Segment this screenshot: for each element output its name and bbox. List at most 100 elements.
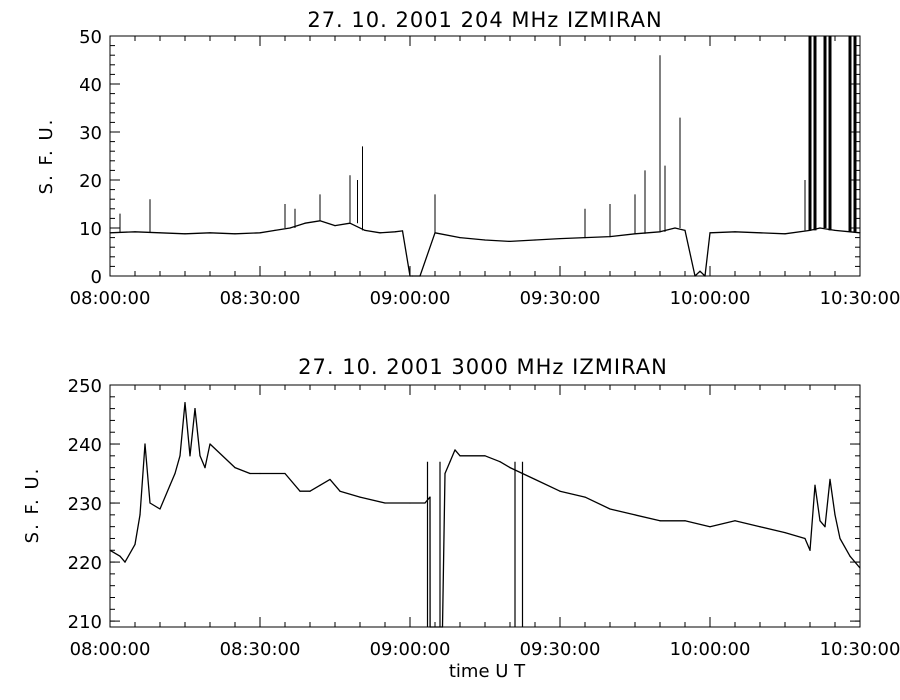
bottom-data-point bbox=[359, 496, 361, 498]
bottom-data-point bbox=[134, 543, 136, 545]
bottom-data-point bbox=[814, 484, 816, 486]
top-data-point bbox=[209, 232, 211, 234]
bottom-data-point bbox=[119, 555, 121, 557]
top-y-axis-label: S. F. U. bbox=[36, 118, 57, 195]
bottom-data-point bbox=[459, 455, 461, 457]
bottom-data-point bbox=[199, 455, 201, 457]
bottom-x-tick-label: 10:30:00 bbox=[820, 639, 900, 660]
bottom-data-point bbox=[824, 526, 826, 528]
bottom-y-tick-label: 220 bbox=[68, 553, 102, 574]
top-data-point bbox=[234, 233, 236, 235]
top-data-point bbox=[534, 239, 536, 241]
top-x-tick-label: 09:00:00 bbox=[370, 288, 451, 309]
bottom-chart-title: 27. 10. 2001 3000 MHz IZMIRAN bbox=[298, 355, 668, 379]
bottom-data-point bbox=[849, 555, 851, 557]
bottom-data-point bbox=[144, 443, 146, 445]
top-data-point bbox=[184, 233, 186, 235]
top-data-point bbox=[709, 232, 711, 234]
bottom-x-tick-label: 10:00:00 bbox=[670, 639, 751, 660]
bottom-axis-ticks: 08:00:00 08:30:00 09:00:00 09:30:00 10:00:00… bbox=[68, 376, 900, 660]
top-y-tick-label: 0 bbox=[91, 267, 102, 288]
top-data-point bbox=[401, 230, 404, 232]
bottom-series bbox=[109, 402, 861, 628]
bottom-data-point bbox=[734, 520, 736, 522]
top-y-tick-label: 30 bbox=[79, 123, 102, 144]
top-x-tick-label: 09:30:00 bbox=[520, 288, 601, 309]
bottom-data-point bbox=[139, 514, 141, 516]
bottom-data-point bbox=[449, 461, 451, 463]
top-data-point bbox=[289, 227, 291, 229]
top-series-line bbox=[109, 220, 861, 277]
bottom-x-tick-label: 08:00:00 bbox=[70, 639, 151, 660]
top-data-point bbox=[784, 233, 786, 235]
top-plot-frame bbox=[109, 35, 861, 277]
bottom-data-point bbox=[559, 490, 561, 492]
top-data-point bbox=[819, 227, 821, 229]
bottom-data-point bbox=[384, 502, 386, 504]
bottom-data-point bbox=[804, 537, 806, 540]
bottom-y-tick-label: 240 bbox=[68, 435, 102, 456]
bottom-data-point bbox=[839, 537, 841, 540]
bottom-data-point bbox=[684, 520, 686, 522]
bottom-data-point bbox=[194, 408, 196, 410]
bottom-data-point bbox=[319, 484, 321, 486]
bottom-data-point bbox=[169, 484, 171, 486]
top-data-point bbox=[674, 227, 676, 229]
top-data-point bbox=[274, 229, 276, 231]
top-data-point bbox=[334, 225, 336, 227]
bottom-data-point bbox=[634, 514, 636, 516]
bottom-data-point bbox=[509, 467, 511, 469]
bottom-data-point bbox=[184, 402, 186, 404]
bottom-y-axis-label: S. F. U. bbox=[22, 467, 43, 544]
bottom-data-point bbox=[284, 472, 286, 475]
bottom-y-tick-label: 210 bbox=[68, 612, 102, 633]
top-data-point bbox=[459, 237, 461, 239]
top-data-point bbox=[364, 229, 366, 231]
top-data-point bbox=[134, 231, 136, 233]
top-data-point bbox=[559, 237, 561, 240]
bottom-data-point bbox=[709, 526, 711, 528]
bottom-data-point bbox=[309, 490, 311, 492]
top-x-tick-label: 10:00:00 bbox=[670, 288, 751, 309]
top-data-point bbox=[484, 239, 486, 241]
bottom-data-point bbox=[424, 502, 426, 504]
top-y-tick-label: 40 bbox=[79, 75, 102, 96]
bottom-data-point bbox=[429, 496, 431, 498]
bottom-data-point bbox=[584, 496, 586, 498]
bottom-x-tick-label: 09:00:00 bbox=[370, 639, 451, 660]
bottom-data-point bbox=[499, 461, 501, 463]
bottom-data-point bbox=[609, 508, 611, 510]
bottom-y-tick-label: 230 bbox=[68, 494, 102, 515]
top-y-tick-label: 10 bbox=[79, 219, 102, 240]
bottom-data-point bbox=[234, 467, 236, 469]
bottom-data-point bbox=[249, 472, 251, 475]
bottom-y-tick-label: 250 bbox=[68, 376, 102, 397]
bottom-data-point bbox=[834, 514, 836, 516]
bottom-data-point bbox=[299, 490, 301, 492]
top-x-tick-label: 08:30:00 bbox=[220, 288, 301, 309]
top-data-point bbox=[159, 232, 161, 234]
bottom-data-point bbox=[534, 478, 536, 481]
bottom-series-line bbox=[109, 402, 861, 628]
bottom-data-point bbox=[174, 472, 176, 475]
top-x-tick-label: 10:30:00 bbox=[820, 288, 900, 309]
bottom-data-point bbox=[759, 526, 761, 528]
top-data-point bbox=[699, 270, 701, 272]
bottom-data-point bbox=[259, 472, 261, 475]
bottom-data-point bbox=[204, 467, 206, 469]
top-data-point bbox=[759, 232, 761, 234]
top-series bbox=[109, 36, 861, 277]
top-x-tick-label: 08:00:00 bbox=[70, 288, 151, 309]
top-data-point bbox=[394, 231, 396, 233]
bottom-data-point bbox=[159, 508, 161, 510]
bottom-data-point bbox=[209, 443, 211, 445]
bottom-data-point bbox=[179, 455, 181, 457]
bottom-data-point bbox=[819, 520, 821, 522]
bottom-panel: 27. 10. 2001 3000 MHz IZMIRAN S. F. U. 0… bbox=[22, 355, 900, 682]
top-data-point bbox=[259, 232, 261, 234]
bottom-x-tick-label: 09:30:00 bbox=[520, 639, 601, 660]
bottom-data-point bbox=[329, 478, 331, 481]
top-data-point bbox=[734, 231, 736, 233]
top-axis-ticks: 08:00:00 08:30:00 09:00:00 09:30:00 10:00:00… bbox=[70, 27, 900, 309]
